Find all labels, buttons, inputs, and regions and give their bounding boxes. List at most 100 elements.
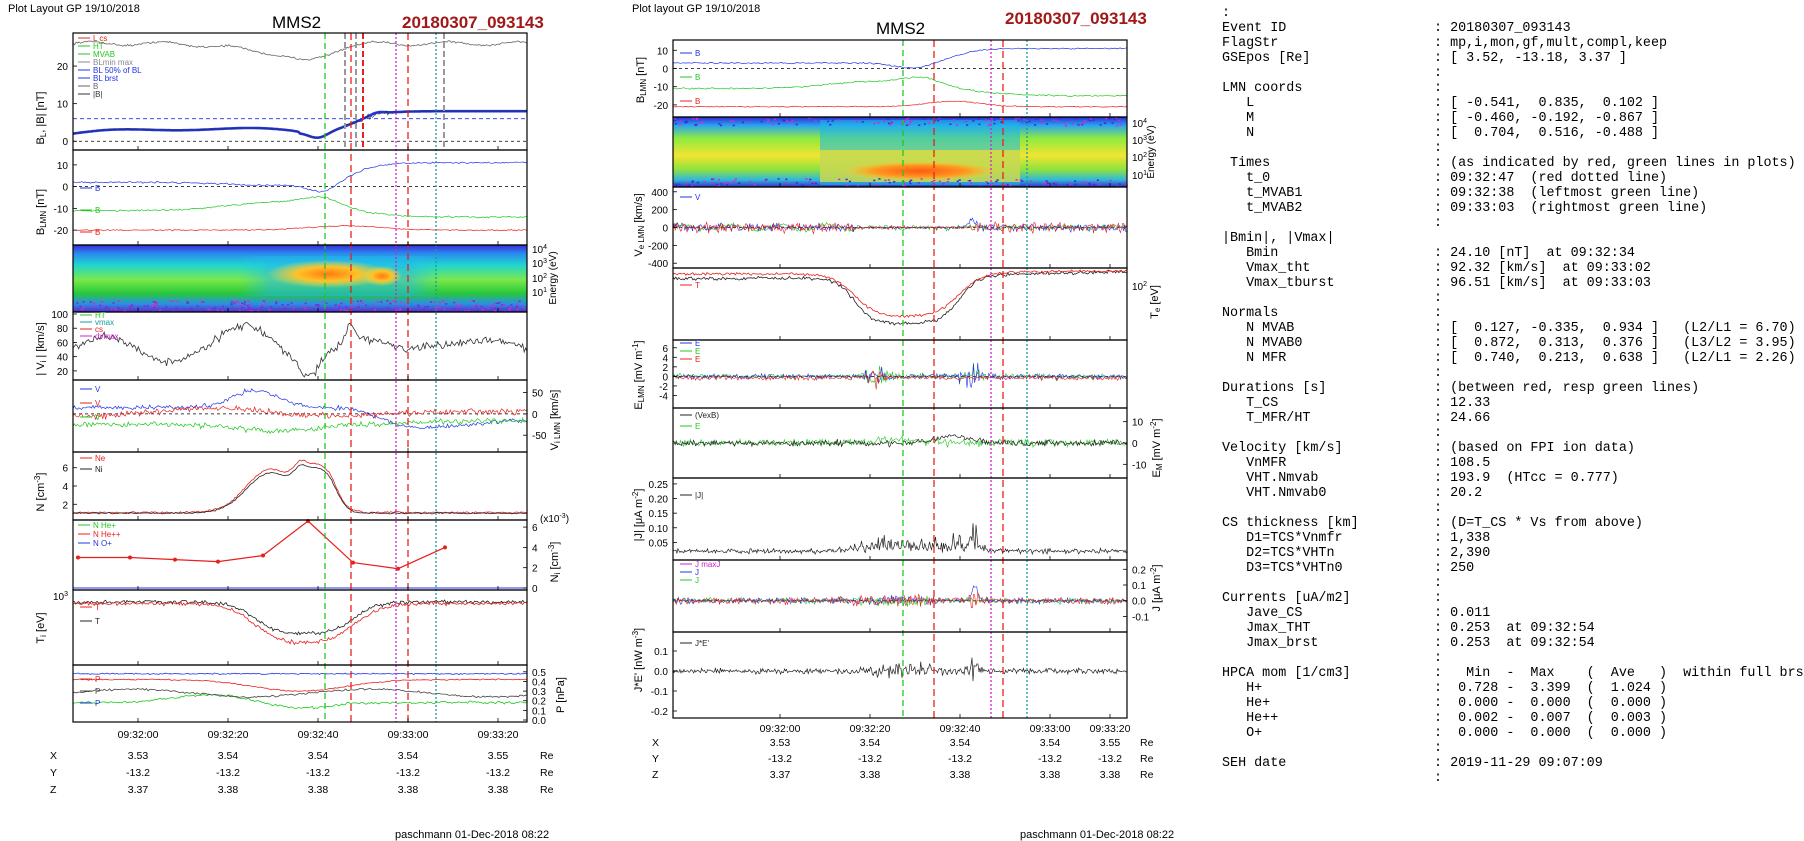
- spec-pixel: [172, 300, 175, 302]
- info-value: : 96.51 [km/s] at 09:33:03: [1434, 276, 1651, 291]
- right-BM: [672, 76, 1128, 97]
- info-key: |Bmin|, |Vmax|: [1222, 231, 1335, 246]
- spec-pixel: [811, 182, 814, 185]
- left-p0-legend-label: MVAB: [93, 50, 115, 59]
- info-value: : 20.2: [1434, 486, 1483, 501]
- spec-pixel: [196, 305, 199, 307]
- info-line: T_CS: 12.33: [1222, 396, 1802, 411]
- left-ylabel-5: N [cm-3]: [33, 473, 47, 512]
- info-value: :: [1434, 306, 1443, 321]
- spec-pixel: [376, 301, 379, 303]
- info-line: Vmax_tburst: 96.51 [km/s] at 09:33:03: [1222, 276, 1802, 291]
- info-value: : (as indicated by red, green lines in p…: [1434, 156, 1796, 171]
- info-value: : 09:33:03 (rightmost green line): [1434, 201, 1708, 216]
- info-line: T_MFR/HT: 24.66: [1222, 411, 1802, 426]
- right-p2-ytick: 0: [662, 224, 668, 235]
- left-p3-legend-label: HT: [95, 311, 106, 320]
- right-p8-ytick: 0.1: [654, 647, 668, 658]
- left-p1-legend-label: B: [95, 184, 100, 193]
- spec-pixel: [357, 309, 360, 311]
- info-key: t_MVAB2: [1222, 201, 1303, 216]
- spec-pixel: [241, 302, 244, 304]
- left-pos-value: -13.2: [216, 767, 240, 779]
- right-pos-value: 3.38: [1040, 769, 1061, 781]
- spec-pixel: [905, 118, 908, 121]
- right-ylabel-6: |J| [μA m-2]: [631, 489, 645, 542]
- right-p4-legend-label: E: [695, 355, 700, 364]
- info-value: :: [1434, 741, 1443, 756]
- spec-pixel: [106, 307, 109, 309]
- info-line: Bmin: 24.10 [nT] at 09:32:34: [1222, 246, 1802, 261]
- spec-pixel: [785, 178, 788, 181]
- spec-pixel: [784, 182, 787, 184]
- spec-pixel: [920, 178, 923, 180]
- spec-pixel: [147, 310, 150, 313]
- spec-pixel: [848, 180, 851, 183]
- info-value: : 09:32:38 (leftmost green line): [1434, 186, 1700, 201]
- right-pos-value: -13.2: [858, 753, 882, 765]
- spec-pixel: [1035, 118, 1038, 120]
- left-p3-legend-label: dvmax: [95, 332, 119, 341]
- left-traces: [72, 40, 528, 710]
- right-marker-lines: [902, 40, 1028, 718]
- right-p2-ytick: 200: [651, 206, 668, 217]
- right-tick-labels: 09:32:00 09:32:20 09:32:40 09:33:00 09:33:20…: [648, 46, 1150, 735]
- right-p7-legend-label: J: [695, 576, 699, 585]
- spec-pixel: [910, 179, 913, 182]
- spec-pixel: [679, 120, 682, 123]
- spec-pixel: [694, 124, 697, 126]
- spec-pixel: [516, 308, 519, 310]
- info-value: : 2,390: [1434, 546, 1491, 561]
- spec-pixel: [175, 307, 178, 309]
- right-p0-legend-label: B: [695, 97, 700, 106]
- spec-pixel: [238, 309, 241, 312]
- right-p8-legend-label: J*E': [695, 639, 709, 648]
- left-p6-ytick: 2: [532, 564, 538, 575]
- spec-pixel: [221, 310, 224, 312]
- left-title-sc: MMS2: [272, 13, 321, 32]
- info-line: Normals:: [1222, 306, 1802, 321]
- info-line: VnMFR: 108.5: [1222, 456, 1802, 471]
- spec-pixel: [112, 302, 115, 304]
- left-p0-legend-label: BL brst: [93, 74, 119, 83]
- spec-pixel: [846, 184, 849, 187]
- spec-pixel: [720, 183, 723, 185]
- info-value: :: [1434, 501, 1443, 516]
- info-key: FlagStr: [1222, 36, 1279, 51]
- spec-pixel: [1058, 117, 1061, 120]
- spec-pixel: [966, 124, 969, 126]
- spec-pixel: [908, 180, 911, 183]
- spec-pixel: [330, 309, 333, 311]
- spec-pixel: [1098, 183, 1101, 186]
- spec-pixel: [104, 306, 108, 308]
- spec-pixel: [823, 117, 826, 120]
- spec-pixel: [357, 303, 360, 306]
- left-time-tick: 09:33:00: [388, 729, 429, 741]
- right-footer: paschmann 01-Dec-2018 08:22: [1020, 829, 1174, 841]
- info-value: : [ 3.52, -13.18, 3.37 ]: [1434, 51, 1627, 66]
- spec-pixel: [343, 309, 346, 311]
- spec-pixel: [676, 117, 680, 120]
- info-line: :: [1222, 291, 1802, 306]
- spec-pixel: [1027, 184, 1030, 187]
- spec-pixel: [322, 300, 325, 303]
- spec-pixel: [476, 308, 479, 310]
- right-VeM: [672, 221, 1128, 235]
- right-p7-ytick: -0.1: [1132, 612, 1150, 623]
- spec-pixel: [510, 304, 513, 306]
- spec-pixel: [155, 302, 159, 305]
- left-VL-trace: [72, 388, 528, 430]
- left-p3-legend-label: vmax: [95, 318, 114, 327]
- spec-pixel: [423, 306, 427, 308]
- info-key: N MVAB: [1222, 321, 1295, 336]
- info-line: :: [1222, 141, 1802, 156]
- spec-pixel: [338, 305, 341, 308]
- spec-pixel: [417, 304, 420, 307]
- spec-pixel: [146, 305, 149, 307]
- left-p0-ytick: 10: [57, 100, 69, 111]
- left-p5-legend-label: Ne: [95, 454, 106, 463]
- spec-pixel: [340, 302, 343, 305]
- right-ylabel-4: ELMN [mV m-1]: [631, 340, 646, 409]
- spec-pixel: [1009, 185, 1012, 187]
- left-p1-ytick: 10: [57, 161, 69, 172]
